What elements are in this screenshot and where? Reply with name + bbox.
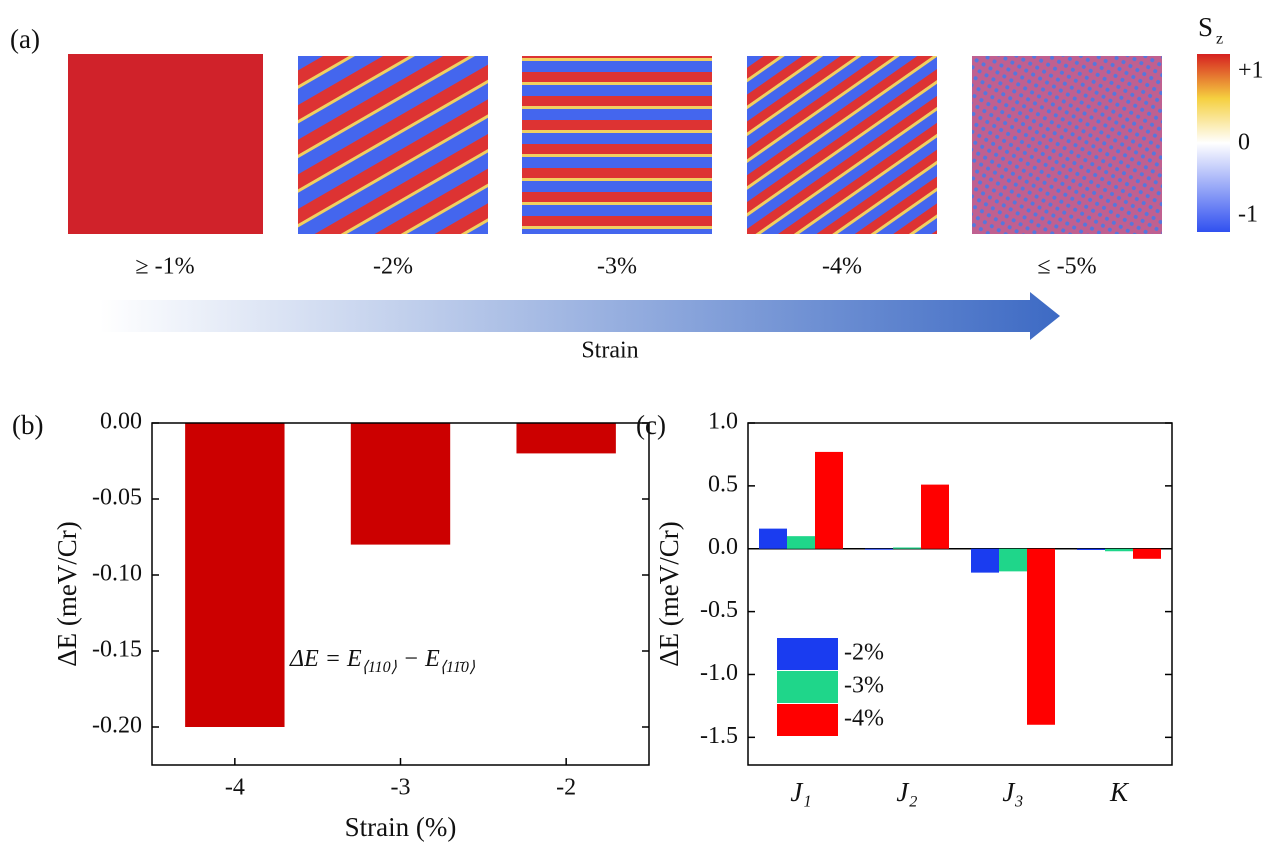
bar bbox=[865, 548, 893, 550]
x-axis-label: Strain (%) bbox=[345, 812, 457, 842]
legend-label: -4% bbox=[844, 706, 884, 732]
colorbar bbox=[1197, 54, 1230, 232]
legend-label: -2% bbox=[844, 640, 884, 666]
annotation-part: − E bbox=[397, 646, 440, 672]
bar bbox=[350, 423, 451, 545]
panel-label: (b) bbox=[12, 410, 43, 440]
plot-frame bbox=[151, 422, 650, 766]
bar bbox=[999, 548, 1027, 572]
texture bbox=[972, 56, 1162, 234]
arrow-label: Strain bbox=[581, 338, 638, 364]
texture bbox=[298, 56, 488, 234]
legend-swatch bbox=[777, 638, 838, 670]
bar bbox=[759, 528, 787, 549]
y-tick-label: 0.0 bbox=[708, 534, 738, 560]
annotation-part: ⟨110⟩ bbox=[362, 659, 398, 676]
legend-swatch bbox=[777, 704, 838, 736]
x-tick-label: -4 bbox=[225, 775, 245, 801]
bar bbox=[1027, 548, 1055, 725]
bar bbox=[815, 451, 843, 549]
x-tick-label: -2 bbox=[556, 775, 576, 801]
panel-label: (c) bbox=[636, 410, 666, 440]
bar bbox=[1133, 548, 1161, 559]
strain-label: -4% bbox=[822, 254, 862, 280]
y-tick-label: 1.0 bbox=[708, 409, 738, 435]
bar bbox=[185, 423, 285, 727]
colorbar-tick: +1 bbox=[1238, 58, 1264, 84]
bar bbox=[921, 484, 949, 549]
annotation-part: ⟨11̄0⟩ bbox=[440, 659, 476, 676]
plot-frame bbox=[747, 422, 1173, 766]
y-tick-label: -0.5 bbox=[700, 597, 738, 623]
y-tick-label: -0.10 bbox=[92, 561, 142, 587]
strain-label: -2% bbox=[373, 254, 413, 280]
texture bbox=[68, 54, 263, 234]
strain-arrow bbox=[100, 292, 1060, 340]
legend-label: -3% bbox=[844, 673, 884, 699]
y-tick-label: -0.05 bbox=[92, 485, 142, 511]
strain-label: -3% bbox=[597, 254, 637, 280]
colorbar-subscript: z bbox=[1216, 31, 1223, 48]
bar bbox=[787, 536, 815, 549]
bar bbox=[1105, 548, 1133, 552]
colorbar-tick: 0 bbox=[1238, 130, 1250, 156]
texture bbox=[522, 56, 712, 234]
y-tick-label: 0.5 bbox=[708, 471, 738, 497]
texture bbox=[747, 56, 937, 234]
y-tick-label: -1.0 bbox=[700, 660, 738, 686]
x-tick-label: J₂ bbox=[896, 777, 917, 807]
bar bbox=[516, 423, 616, 454]
y-tick-label: 0.00 bbox=[100, 409, 142, 435]
legend-swatch bbox=[777, 671, 838, 703]
x-tick-label: J₃ bbox=[1002, 777, 1023, 807]
x-tick-label: -3 bbox=[391, 775, 411, 801]
y-axis-label: ΔE (meV/Cr) bbox=[654, 521, 684, 667]
x-tick-label: K bbox=[1109, 777, 1130, 807]
annotation-part: ΔE = E bbox=[289, 646, 362, 672]
bar bbox=[893, 547, 921, 549]
colorbar-tick: -1 bbox=[1238, 202, 1258, 228]
bar bbox=[971, 548, 999, 573]
strain-label: ≤ -5% bbox=[1037, 254, 1096, 280]
annotation: ΔE = E⟨110⟩ − E⟨11̄0⟩ bbox=[289, 646, 476, 676]
y-tick-label: -0.15 bbox=[92, 637, 142, 663]
bar bbox=[1077, 548, 1105, 550]
y-axis-label: ΔE (meV/Cr) bbox=[52, 521, 82, 667]
panel-label: (a) bbox=[10, 24, 40, 54]
colorbar-title: S bbox=[1198, 12, 1213, 42]
x-tick-label: J₁ bbox=[790, 777, 811, 807]
strain-label: ≥ -1% bbox=[135, 254, 194, 280]
y-tick-label: -1.5 bbox=[700, 723, 738, 749]
y-tick-label: -0.20 bbox=[92, 713, 142, 739]
